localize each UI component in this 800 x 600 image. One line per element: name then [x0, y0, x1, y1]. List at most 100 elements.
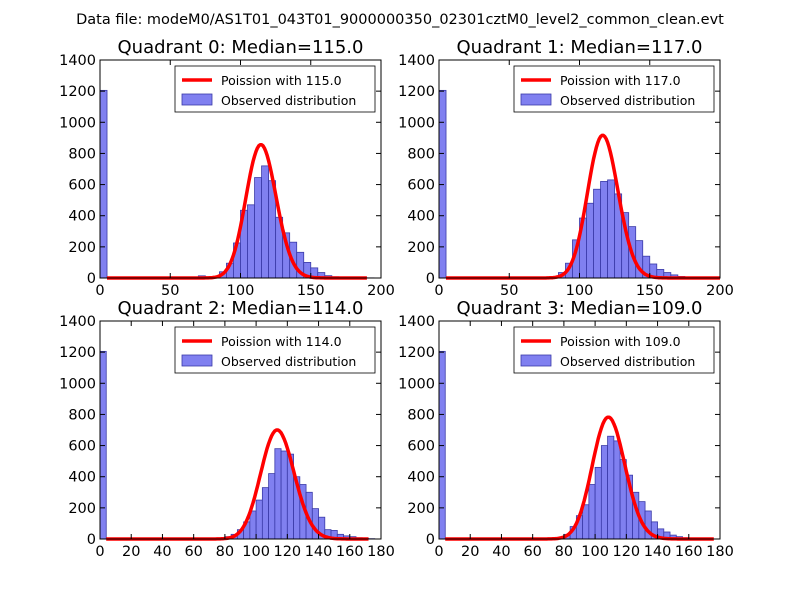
- histogram: [99, 89, 375, 279]
- legend-bar-swatch: [181, 93, 213, 106]
- axes-frame: [99, 320, 382, 540]
- legend-bar-swatch: [181, 354, 213, 367]
- y-tick-label: 600: [407, 439, 435, 455]
- panels: Quadrant 0: Median=115.00 50 100 150 2000200…: [59, 37, 734, 560]
- y-tick-label: 1200: [59, 345, 96, 361]
- y-tick-label: 200: [68, 240, 96, 256]
- y-tick-label: 400: [407, 209, 435, 225]
- x-tick-label: 100: [227, 283, 255, 299]
- y-tick-label: 1200: [398, 84, 435, 100]
- histogram-bar: [600, 445, 608, 540]
- x-tick-label: 120: [273, 544, 301, 560]
- legend-box: [513, 65, 715, 113]
- y-tick-label: 800: [407, 407, 435, 423]
- y-tick-label: 1400: [59, 314, 96, 330]
- y-tick-label: 0: [426, 532, 435, 548]
- subplot-2: Quadrant 2: Median=114.00 20 40 60 80 100 120 1…: [59, 298, 395, 560]
- x-tick-label: 0: [434, 544, 443, 560]
- histogram-bar: [607, 435, 615, 540]
- y-tick-label: 1000: [398, 376, 435, 392]
- legend-bar-swatch: [520, 354, 552, 367]
- y-tick-label: 1200: [59, 84, 96, 100]
- subplot-title: Quadrant 1: Median=117.0: [457, 37, 703, 58]
- legend: Poission with 115.0 Observed distribution: [174, 65, 376, 113]
- x-tick-label: 200: [706, 283, 734, 299]
- x-tick-label: 100: [581, 544, 609, 560]
- x-tick-label: 60: [523, 544, 541, 560]
- legend: Poission with 114.0 Observed distribution: [174, 326, 376, 374]
- legend-label-observed: Observed distribution: [560, 354, 695, 369]
- x-tick-label: 80: [555, 544, 573, 560]
- histogram-bar: [261, 165, 270, 279]
- x-tick-label: 0: [95, 283, 104, 299]
- x-tick-label: 180: [367, 544, 395, 560]
- y-tick-label: 1400: [398, 314, 435, 330]
- legend: Poission with 109.0 Observed distribution: [513, 326, 715, 374]
- x-tick-label: 160: [336, 544, 364, 560]
- x-tick-label: 150: [636, 283, 664, 299]
- legend-label-poisson: Poission with 117.0: [560, 73, 681, 88]
- subplot-0: Quadrant 0: Median=115.0 0 50 100 150 200 0 200…: [59, 37, 395, 299]
- histogram-bar: [261, 487, 270, 540]
- histogram-bar: [600, 181, 609, 279]
- legend-label-poisson: Poission with 109.0: [560, 334, 681, 349]
- legend-label-observed: Observed distribution: [221, 93, 356, 108]
- x-tick-label: 120: [612, 544, 640, 560]
- histogram-bar: [593, 188, 601, 279]
- x-tick-label: 0: [95, 544, 104, 560]
- poisson-line: [106, 428, 369, 541]
- y-tick-label: 1400: [398, 53, 435, 69]
- x-tick-label: 160: [675, 544, 703, 560]
- histogram-bar: [588, 484, 596, 540]
- x-tick-label: 0: [434, 283, 443, 299]
- x-tick-label: 140: [644, 544, 672, 560]
- axes-frame: [438, 320, 721, 540]
- subplot-title: Quadrant 0: Median=115.0: [118, 37, 364, 58]
- histogram-bar: [280, 450, 288, 540]
- histogram-bar: [586, 202, 594, 279]
- histogram-bar: [613, 440, 621, 540]
- histogram-bar: [274, 448, 282, 540]
- histogram-bar: [607, 179, 616, 279]
- y-tick-label: 200: [407, 501, 435, 517]
- legend-label-poisson: Poission with 115.0: [221, 73, 342, 88]
- y-tick-label: 400: [407, 470, 435, 486]
- y-tick-label: 200: [68, 501, 96, 517]
- y-tick-label: 600: [68, 439, 96, 455]
- y-tick-label: 400: [68, 209, 96, 225]
- legend-label-observed: Observed distribution: [560, 93, 695, 108]
- y-tick-label: 600: [68, 178, 96, 194]
- legend-label-observed: Observed distribution: [221, 354, 356, 369]
- x-tick-label: 50: [161, 283, 179, 299]
- legend-bar-swatch: [520, 93, 552, 106]
- subplot-1: Quadrant 1: Median=117.0 0 50 100 150 200 0 200…: [398, 37, 734, 299]
- histogram: [99, 350, 376, 540]
- subplot-3: Quadrant 3: Median=109.00 20 40 60 80 100 120 1…: [398, 298, 734, 560]
- x-tick-label: 150: [297, 283, 325, 299]
- y-tick-label: 200: [407, 240, 435, 256]
- x-tick-label: 20: [461, 544, 479, 560]
- y-tick-label: 1400: [59, 53, 96, 69]
- histogram-bar: [594, 466, 602, 540]
- x-tick-label: 40: [153, 544, 171, 560]
- x-tick-label: 100: [242, 544, 270, 560]
- histogram-bar: [247, 204, 255, 279]
- y-tick-label: 0: [87, 271, 96, 287]
- histogram-bar: [268, 473, 276, 540]
- histogram: [438, 89, 721, 279]
- x-tick-label: 180: [706, 544, 734, 560]
- x-tick-label: 100: [566, 283, 594, 299]
- x-tick-label: 40: [492, 544, 510, 560]
- subplot-title: Quadrant 3: Median=109.0: [457, 298, 703, 319]
- histogram-bar: [582, 504, 590, 540]
- histogram: [438, 350, 702, 540]
- histogram-bar: [249, 510, 257, 540]
- x-tick-label: 60: [184, 544, 202, 560]
- x-tick-label: 80: [216, 544, 234, 560]
- y-tick-label: 800: [68, 407, 96, 423]
- y-tick-label: 0: [87, 532, 96, 548]
- figure-title: Data file: modeM0/AS1T01_043T01_90000003…: [76, 12, 724, 28]
- y-tick-label: 1000: [59, 376, 96, 392]
- x-tick-label: 200: [367, 283, 395, 299]
